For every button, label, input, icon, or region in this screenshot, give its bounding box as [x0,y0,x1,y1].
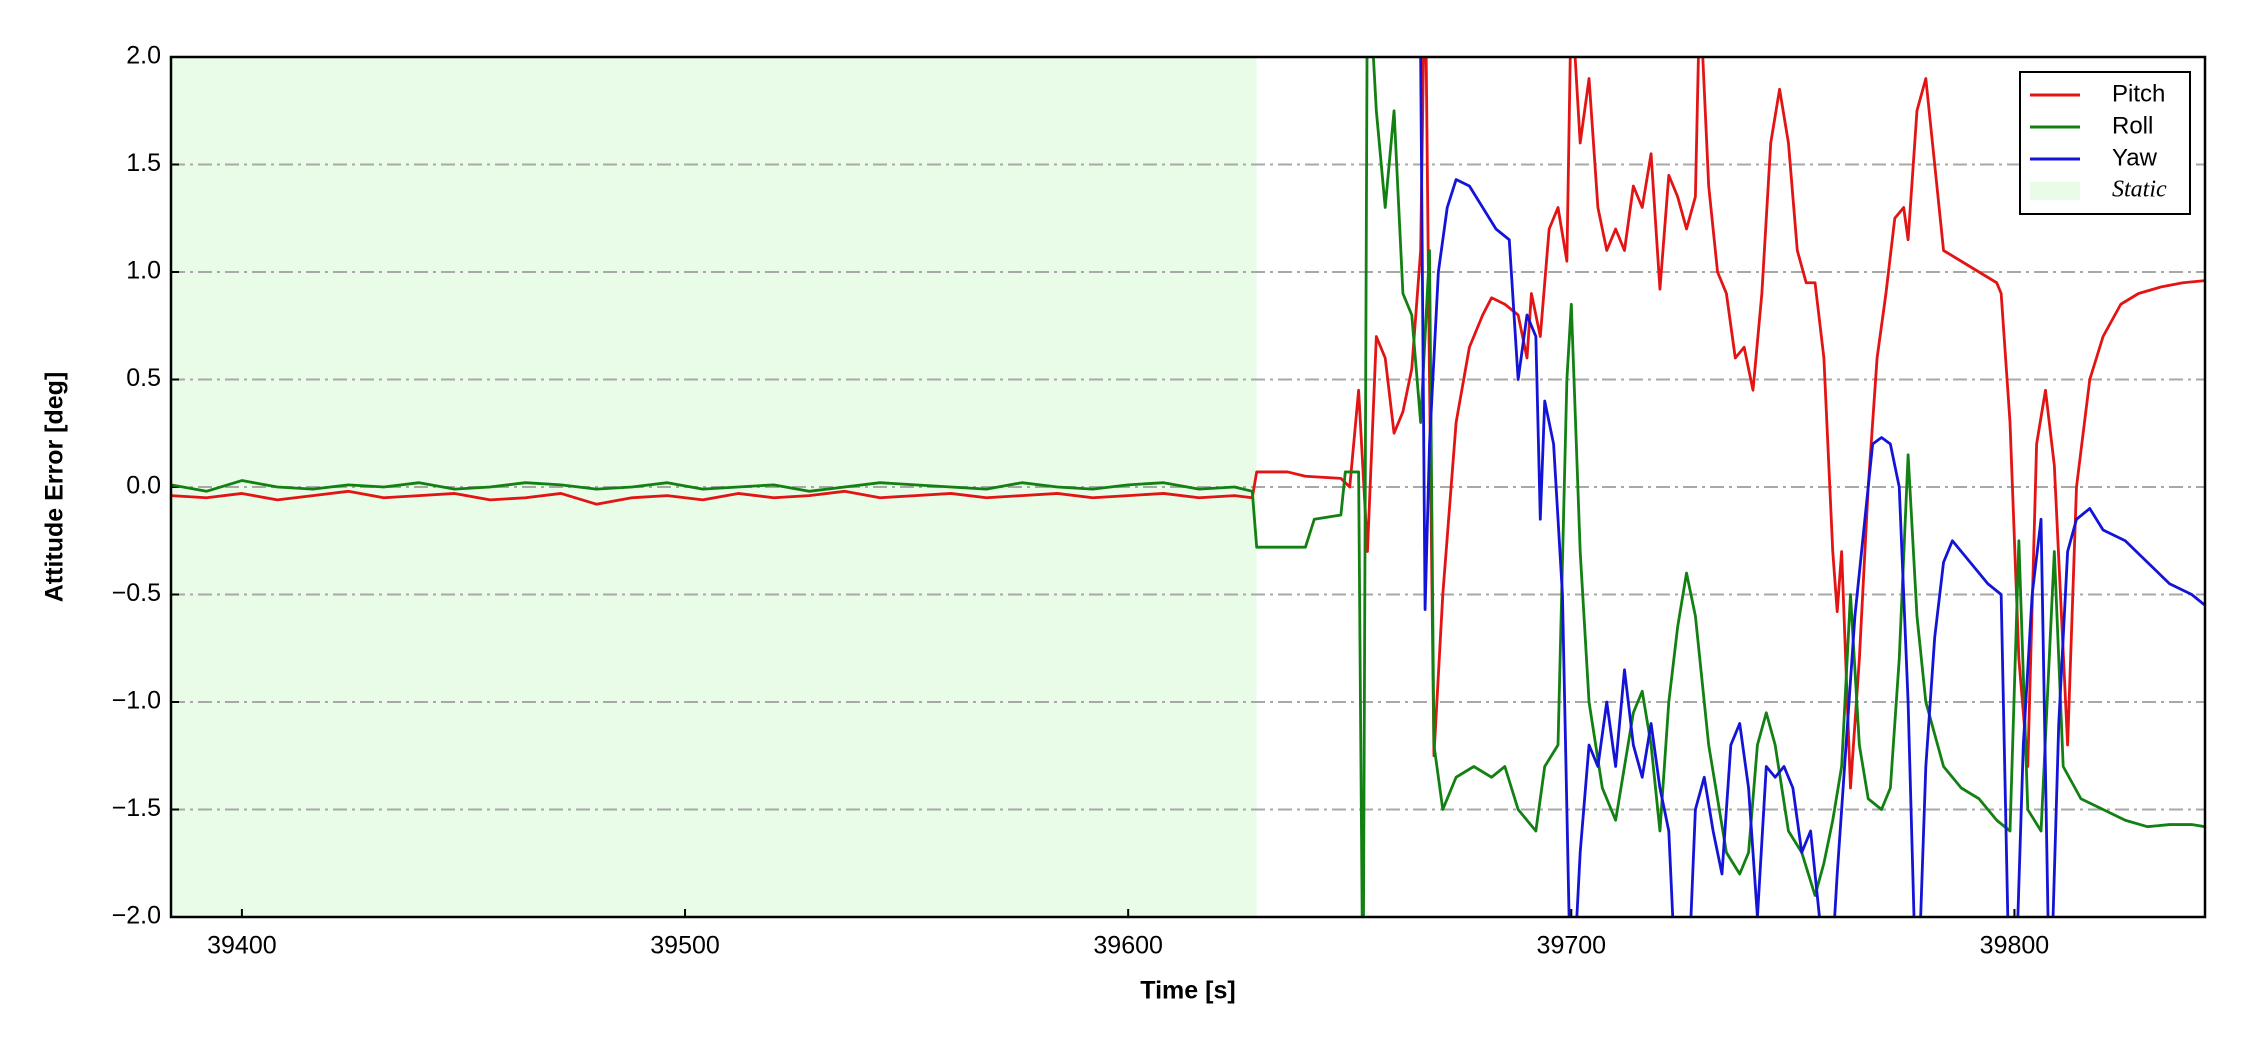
legend-label: Roll [2112,112,2153,139]
x-tick-label: 39800 [1980,932,2050,960]
y-tick-label: 1.5 [126,149,161,177]
legend-label: Static [2112,177,2167,203]
legend-swatch [2030,182,2080,200]
series-line [171,57,2205,790]
y-tick-label: 0.5 [126,364,161,392]
legend-label: Pitch [2112,80,2165,107]
x-tick-label: 39500 [650,932,720,960]
plot-lines [171,57,2205,917]
legend-label: Yaw [2112,144,2158,171]
x-tick-label: 39700 [1537,932,1607,960]
y-axis-label: Attitude Error [deg] [41,372,69,603]
y-tick-label: −1.0 [112,687,161,715]
y-tick-label: −0.5 [112,579,161,607]
series-line [1419,57,2205,917]
plot-frame [169,55,2207,919]
x-tick-label: 39400 [207,932,277,960]
x-tick-label: 39600 [1093,932,1163,960]
x-axis-label: Time [s] [1140,977,1235,1005]
y-tick-label: −1.5 [112,794,161,822]
series-line [171,57,2205,917]
y-tick-label: 0.0 [126,472,161,500]
y-tick-label: −2.0 [112,902,161,930]
y-tick-label: 2.0 [126,42,161,70]
y-tick-label: 1.0 [126,257,161,285]
